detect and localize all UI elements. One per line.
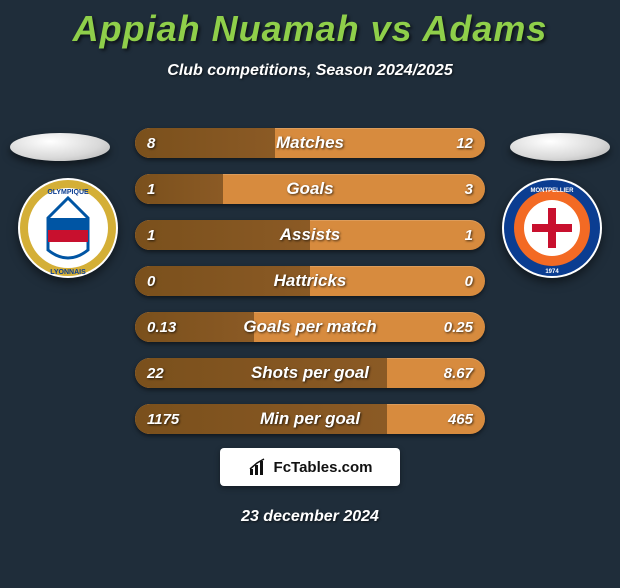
player-left-disc (10, 133, 110, 161)
bar-fill-left (135, 266, 310, 296)
stat-row-goals-per-match: 0.130.25Goals per match (135, 312, 485, 342)
footer-brand[interactable]: FcTables.com (220, 448, 400, 486)
stat-value-right: 0.25 (444, 312, 473, 342)
stat-value-right: 465 (448, 404, 473, 434)
stat-row-hattricks: 00Hattricks (135, 266, 485, 296)
fctables-logo-icon (248, 457, 268, 477)
bar-fill-left (135, 358, 387, 388)
stat-row-shots-per-goal: 228.67Shots per goal (135, 358, 485, 388)
montpellier-crest-icon: MONTPELLIER 1974 (502, 178, 602, 278)
footer-brand-text: FcTables.com (274, 459, 373, 476)
stat-row-assists: 11Assists (135, 220, 485, 250)
page-title: Appiah Nuamah vs Adams (0, 8, 620, 50)
bar-fill-left (135, 404, 387, 434)
player-left-crest: OLYMPIQUE LYONNAIS (18, 178, 118, 278)
stat-value-right: 8.67 (444, 358, 473, 388)
stat-value-right: 0 (465, 266, 473, 296)
bar-fill-left (135, 220, 310, 250)
page-subtitle: Club competitions, Season 2024/2025 (0, 62, 620, 80)
footer-date: 23 december 2024 (0, 508, 620, 526)
svg-text:1974: 1974 (545, 269, 559, 275)
bar-fill-left (135, 174, 223, 204)
stat-value-right: 12 (456, 128, 473, 158)
lyon-crest-icon: OLYMPIQUE LYONNAIS (18, 178, 118, 278)
player-right-disc (510, 133, 610, 161)
stat-value-right: 1 (465, 220, 473, 250)
stat-row-min-per-goal: 1175465Min per goal (135, 404, 485, 434)
player-right-crest: MONTPELLIER 1974 (502, 178, 602, 278)
bar-fill-left (135, 312, 254, 342)
stat-row-matches: 812Matches (135, 128, 485, 158)
stats-bars: 812Matches 13Goals 11Assists 00Hattricks 0.1… (135, 128, 485, 450)
bar-fill-left (135, 128, 275, 158)
svg-text:OLYMPIQUE: OLYMPIQUE (47, 189, 89, 196)
stat-row-goals: 13Goals (135, 174, 485, 204)
stat-value-right: 3 (465, 174, 473, 204)
svg-text:LYONNAIS: LYONNAIS (50, 269, 86, 276)
svg-text:MONTPELLIER: MONTPELLIER (531, 188, 575, 194)
